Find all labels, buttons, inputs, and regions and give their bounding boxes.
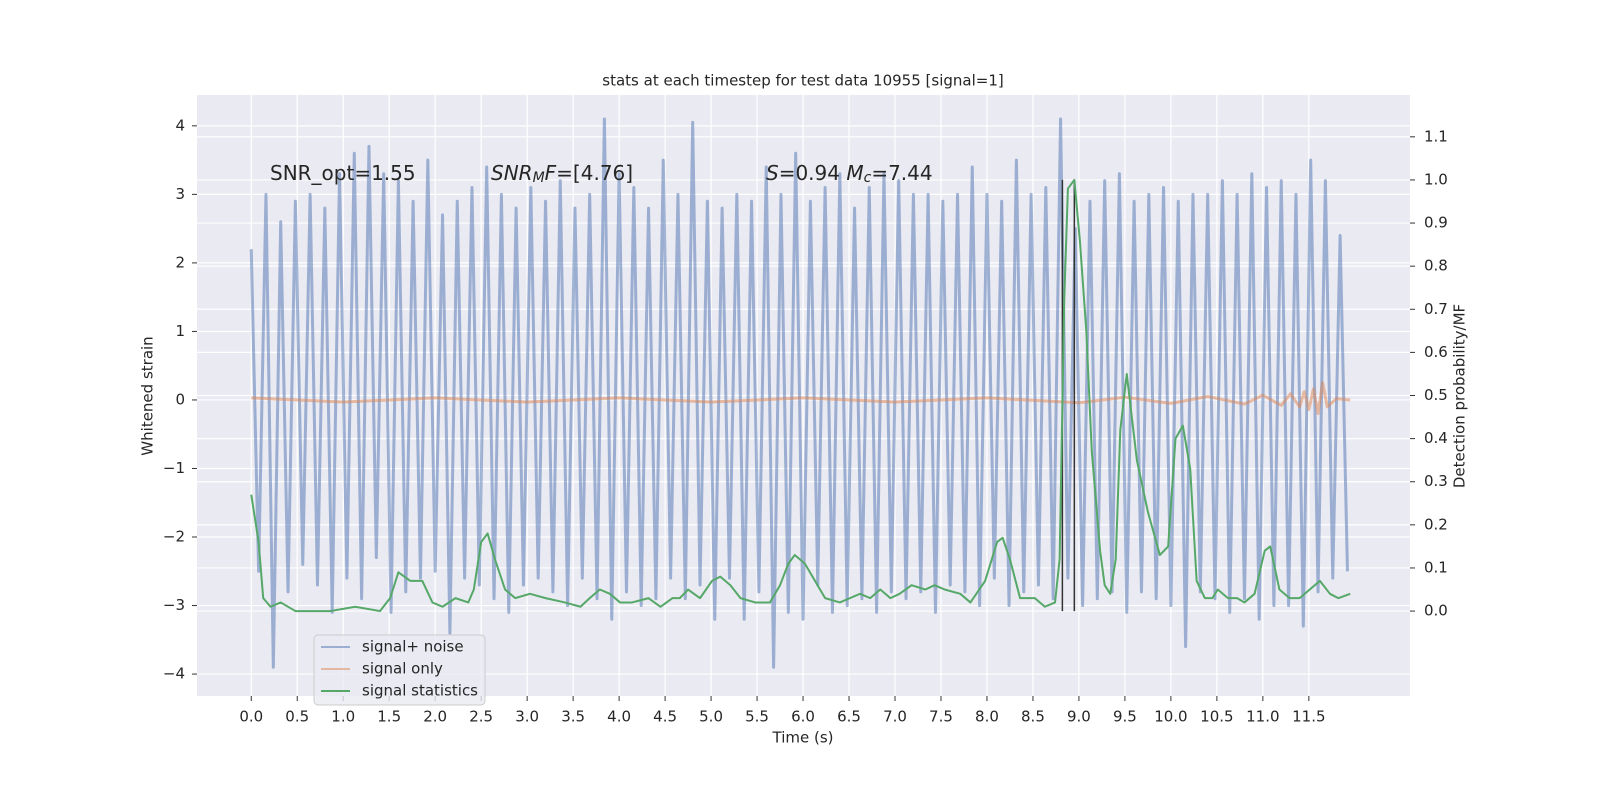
- x-tick-label: 9.0: [1067, 708, 1091, 726]
- y2-tick-label: 0.7: [1424, 300, 1448, 318]
- annotation-part: =0.94: [779, 161, 847, 185]
- annotation-part: =[4.76]: [556, 161, 633, 185]
- y-tick-label: 3: [175, 185, 185, 203]
- x-tick-label: 9.5: [1113, 708, 1137, 726]
- legend-label: signal only: [362, 660, 443, 678]
- y-tick-label: −3: [163, 596, 185, 614]
- x-tick-label: 7.5: [929, 708, 953, 726]
- x-tick-label: 2.5: [469, 708, 493, 726]
- series-line: [251, 381, 1351, 416]
- x-tick-label: 4.5: [653, 708, 677, 726]
- x-axis-label: Time (s): [772, 729, 834, 747]
- x-tick-label: 8.5: [1021, 708, 1045, 726]
- annotation-part: SNR_opt=1.55: [270, 161, 416, 185]
- annotation: S=0.94 Mc=7.44: [766, 161, 933, 186]
- x-tick-label: 0.0: [239, 708, 263, 726]
- chart-title: stats at each timestep for test data 109…: [602, 72, 1003, 90]
- x-tick-label: 6.5: [837, 708, 861, 726]
- annotation: SNRMF=[4.76]: [491, 161, 633, 186]
- y2-axis-label: Detection probability/MF: [1451, 304, 1469, 488]
- y2-tick-label: 1.0: [1424, 170, 1448, 188]
- y-tick-label: 1: [175, 322, 185, 340]
- y-tick-label: 0: [175, 390, 185, 408]
- annotation-part: M: [533, 170, 545, 186]
- legend: signal+ noise signal only signal statistic…: [313, 634, 486, 706]
- x-tick-label: 7.0: [883, 708, 907, 726]
- x-tick-label: 4.0: [607, 708, 631, 726]
- y2-tick-label: 0.0: [1424, 602, 1448, 620]
- x-tick-label: 3.5: [561, 708, 585, 726]
- legend-label: signal+ noise: [362, 638, 464, 656]
- annotation-part: S: [766, 161, 779, 185]
- series-line: [250, 178, 1351, 613]
- annotation: SNR_opt=1.55: [270, 161, 416, 185]
- annotation-part: c: [864, 170, 872, 186]
- x-tick-label: 0.5: [285, 708, 309, 726]
- y2-tick-label: 0.6: [1424, 343, 1448, 361]
- y2-tick-label: 0.9: [1424, 214, 1448, 232]
- x-tick-label: 3.0: [515, 708, 539, 726]
- x-tick-label: 5.5: [745, 708, 769, 726]
- x-tick-label: 11.0: [1246, 708, 1279, 726]
- x-tick-label: 8.0: [975, 708, 999, 726]
- y2-tick-label: 0.5: [1424, 386, 1448, 404]
- x-tick-label: 11.5: [1292, 708, 1325, 726]
- annotation-part: =7.44: [871, 161, 932, 185]
- x-tick-label: 10.5: [1200, 708, 1233, 726]
- y2-tick-label: 1.1: [1424, 127, 1448, 145]
- x-tick-label: 5.0: [699, 708, 723, 726]
- y2-tick-label: 0.1: [1424, 558, 1448, 576]
- y-tick-label: −4: [163, 665, 185, 683]
- x-tick-label: 1.5: [377, 708, 401, 726]
- axes: 0.0 0.5 1.0 1.5 2.0 2.5 3.0 3.5 4.0 4.5 5.0 5.5 6.0 6…: [163, 116, 1448, 725]
- y-tick-label: −1: [163, 459, 185, 477]
- annotation-part: F: [545, 161, 557, 185]
- x-tick-label: 1.0: [331, 708, 355, 726]
- y-axis-label: Whitened strain: [139, 336, 157, 455]
- y-tick-label: −2: [163, 528, 185, 546]
- legend-box: [313, 634, 486, 706]
- marks: [249, 117, 1351, 669]
- x-tick-label: 2.0: [423, 708, 447, 726]
- y2-tick-label: 0.4: [1424, 429, 1448, 447]
- annotation-part: M: [846, 161, 863, 185]
- y2-tick-label: 0.3: [1424, 472, 1448, 490]
- y-tick-label: 2: [175, 253, 185, 271]
- y-tick-label: 4: [175, 116, 185, 134]
- annotation-part: SNR: [491, 161, 533, 185]
- legend-label: signal statistics: [362, 682, 478, 700]
- y2-tick-label: 0.2: [1424, 515, 1448, 533]
- x-tick-label: 10.0: [1154, 708, 1187, 726]
- y2-tick-label: 0.8: [1424, 257, 1448, 275]
- series-line: [249, 117, 1349, 669]
- x-tick-label: 6.0: [791, 708, 815, 726]
